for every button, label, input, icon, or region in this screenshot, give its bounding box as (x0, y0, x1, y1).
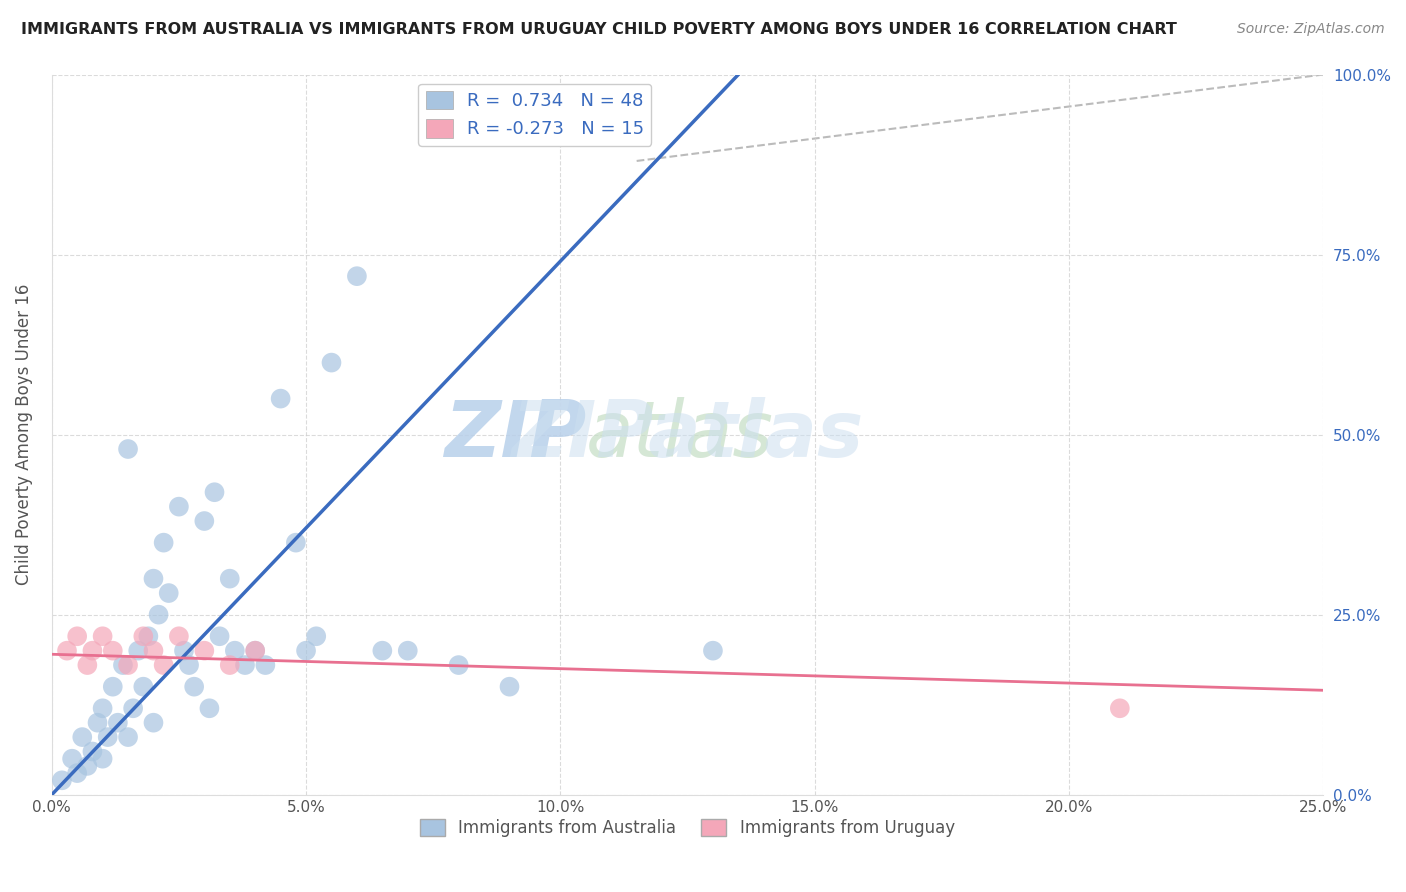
Point (193, 514, 215, 528)
Point (142, 715, 165, 730)
Point (233, 658, 256, 673)
Point (82, 643, 104, 657)
Point (295, 643, 318, 657)
Point (142, 572, 165, 586)
Point (157, 586, 180, 600)
Point (177, 658, 200, 673)
Point (1108, 701, 1130, 715)
Text: ZIPatlas: ZIPatlas (512, 397, 863, 473)
Point (270, 392, 292, 406)
Point (86, 715, 108, 730)
Point (498, 680, 520, 694)
Point (117, 730, 139, 744)
Point (447, 658, 470, 673)
Point (183, 680, 205, 694)
Point (254, 658, 277, 673)
Point (152, 535, 174, 549)
Point (198, 701, 221, 715)
Text: IMMIGRANTS FROM AUSTRALIA VS IMMIGRANTS FROM URUGUAY CHILD POVERTY AMONG BOYS UN: IMMIGRANTS FROM AUSTRALIA VS IMMIGRANTS … (21, 22, 1177, 37)
Point (97, 730, 120, 744)
Point (245, 643, 267, 657)
Point (76, 759, 98, 773)
Point (91, 752, 114, 766)
Point (66, 766, 89, 780)
Point (142, 643, 165, 657)
Point (396, 643, 419, 657)
Point (91, 629, 114, 643)
Point (60, 752, 83, 766)
Point (117, 442, 139, 456)
Point (66, 629, 89, 643)
Point (371, 643, 394, 657)
Point (148, 607, 170, 622)
Point (76, 658, 98, 673)
Point (167, 500, 190, 514)
Point (82, 744, 104, 758)
Point (72, 730, 94, 744)
Point (51, 773, 73, 788)
Text: Source: ZipAtlas.com: Source: ZipAtlas.com (1237, 22, 1385, 37)
Point (132, 680, 155, 694)
Point (218, 572, 240, 586)
Point (107, 715, 129, 730)
Point (91, 701, 114, 715)
Point (208, 629, 231, 643)
Point (702, 643, 724, 657)
Point (117, 658, 139, 673)
Point (122, 701, 145, 715)
Y-axis label: Child Poverty Among Boys Under 16: Child Poverty Among Boys Under 16 (15, 284, 32, 585)
Point (127, 643, 149, 657)
Point (224, 643, 246, 657)
Text: ZIP: ZIP (443, 397, 586, 473)
Point (167, 629, 190, 643)
Point (138, 629, 160, 643)
Point (321, 355, 343, 369)
Point (56, 643, 79, 657)
Point (173, 643, 195, 657)
Legend: Immigrants from Australia, Immigrants from Uruguay: Immigrants from Australia, Immigrants fr… (413, 813, 962, 844)
Point (245, 643, 267, 657)
Point (101, 643, 124, 657)
Point (204, 485, 226, 500)
Point (132, 629, 155, 643)
Point (346, 269, 368, 284)
Point (152, 658, 174, 673)
Text: atlas: atlas (586, 397, 773, 473)
Point (305, 629, 328, 643)
Point (111, 658, 134, 673)
Point (101, 680, 124, 694)
Point (218, 658, 240, 673)
Point (284, 535, 307, 549)
Point (193, 643, 215, 657)
